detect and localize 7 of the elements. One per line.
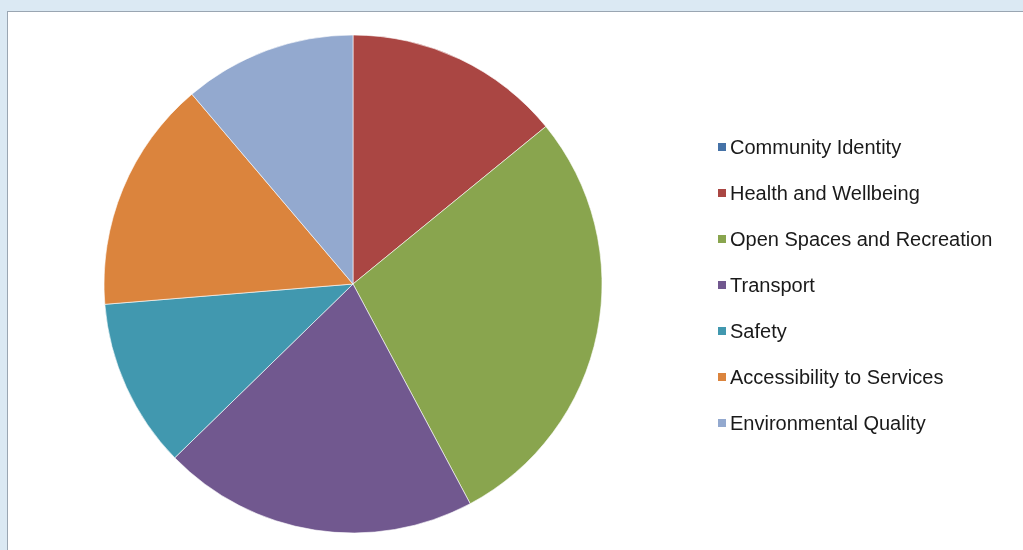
legend-label: Community Identity — [730, 136, 902, 158]
legend-label: Environmental Quality — [730, 412, 926, 434]
legend-label: Transport — [730, 274, 816, 296]
legend-label: Safety — [730, 320, 787, 342]
legend-label: Accessibility to Services — [730, 366, 944, 388]
legend-label: Open Spaces and Recreation — [730, 228, 993, 250]
legend-label: Health and Wellbeing — [730, 182, 920, 204]
